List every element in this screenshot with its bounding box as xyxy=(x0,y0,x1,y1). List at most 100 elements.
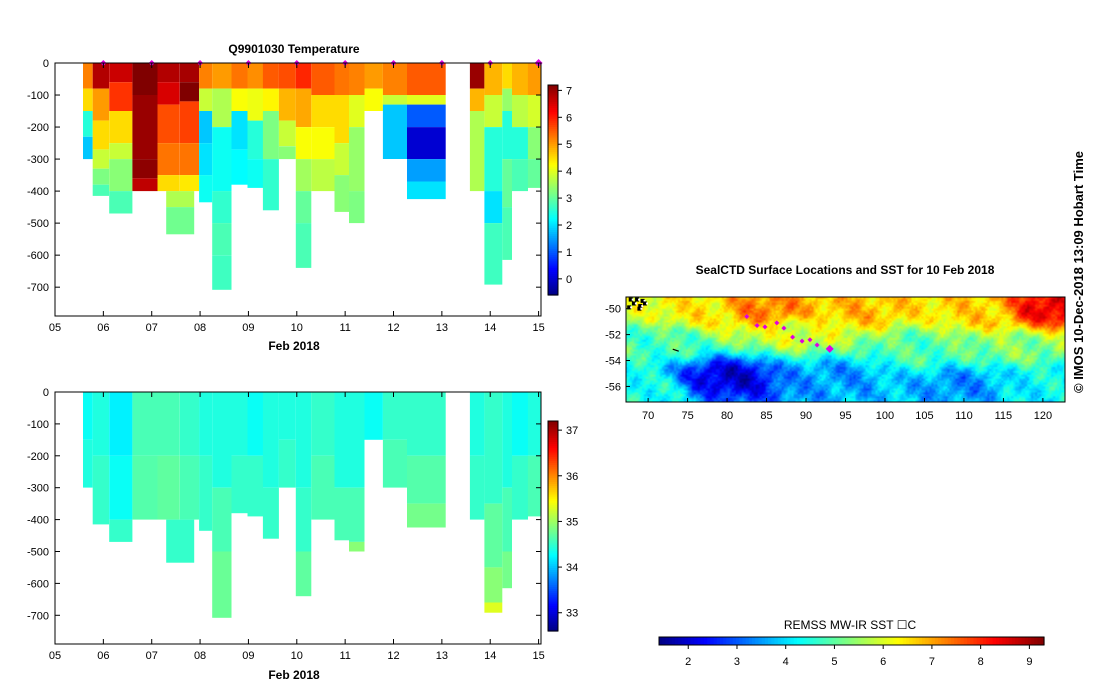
sst-colorbar-swatch xyxy=(896,637,901,645)
x-tick-label: 08 xyxy=(194,322,206,334)
y-tick-label: 0 xyxy=(43,58,49,70)
salinity-section-panel: 05 06 07 08 09 10 11 12 13 14 15 0 -100 -200 -300 -400 -… xyxy=(27,387,578,682)
colorbar-swatch xyxy=(548,95,558,99)
profile-cell xyxy=(247,159,263,188)
seal-location xyxy=(744,313,750,319)
profile-cell xyxy=(157,63,180,83)
sst-colorbar-swatch xyxy=(957,637,962,645)
colorbar-swatch xyxy=(548,597,558,601)
profile-cell xyxy=(349,63,365,95)
colorbar-swatch xyxy=(548,505,558,508)
profile-cell xyxy=(295,88,312,127)
sst-colorbar-swatch xyxy=(922,637,926,645)
profile-cell xyxy=(199,175,213,203)
sst-colorbar-swatch xyxy=(1040,637,1045,645)
sst-colorbar-swatch xyxy=(829,637,833,645)
sst-colorbar-swatch xyxy=(832,637,837,645)
colorbar-swatch xyxy=(548,469,558,472)
map-x-tick-label: 110 xyxy=(955,410,973,422)
y-tick-label: -700 xyxy=(27,610,49,622)
profile-cell xyxy=(512,127,528,160)
colorbar-swatch xyxy=(548,523,558,527)
profile-cell xyxy=(311,455,335,520)
colorbar-swatch xyxy=(548,135,558,139)
sst-colorbar-swatch xyxy=(752,637,756,645)
land-speck xyxy=(631,301,636,306)
colorbar-swatch xyxy=(548,601,558,605)
colorbar-swatch xyxy=(548,179,558,183)
colorbar-swatch xyxy=(548,162,558,166)
profile-cell xyxy=(484,95,503,127)
colorbar-swatch xyxy=(548,542,558,546)
profile-cell xyxy=(349,95,365,127)
colorbar-swatch xyxy=(548,586,558,590)
colorbar-swatch xyxy=(548,101,558,105)
colorbar-swatch xyxy=(548,158,558,162)
sst-colorbar-swatch xyxy=(668,637,673,645)
profile-cell xyxy=(109,143,133,160)
plot-frame xyxy=(54,391,542,645)
colorbar-swatch xyxy=(548,175,558,178)
colorbar-swatch xyxy=(548,166,558,170)
colorbar-swatch xyxy=(548,282,558,286)
sst-colorbar-swatch xyxy=(780,637,785,645)
sst-colorbar-swatch xyxy=(1002,637,1007,645)
profile-cell xyxy=(83,111,93,137)
sst-colorbar: 2 3 4 5 6 7 8 9 xyxy=(658,636,1045,668)
sst-colorbar-swatch xyxy=(1018,637,1023,645)
profile-cell xyxy=(407,104,446,127)
profile-cell xyxy=(407,127,446,160)
profile-cell xyxy=(231,455,248,514)
colorbar-swatch xyxy=(548,223,558,227)
profile-cell xyxy=(382,392,408,440)
sst-colorbar-swatch xyxy=(745,637,750,645)
colorbar-tick-label: 5 xyxy=(566,139,572,151)
profile-cell xyxy=(484,127,503,192)
colorbar-swatch xyxy=(548,517,558,521)
y-tick-label: -400 xyxy=(27,186,49,198)
sst-colorbar-swatch xyxy=(691,637,695,645)
temperature-section-title: Q9901030 Temperature xyxy=(228,42,360,56)
sst-colorbar-tick-label: 4 xyxy=(783,656,789,668)
colorbar-swatch xyxy=(548,202,558,206)
x-tick-label: 12 xyxy=(387,322,399,334)
profile-cell xyxy=(512,63,528,95)
colorbar-tick-label: 2 xyxy=(566,220,572,232)
profile-cell xyxy=(364,63,383,89)
colorbar-swatch xyxy=(548,122,558,126)
colorbar-swatch xyxy=(548,502,558,506)
colorbar-swatch xyxy=(548,593,558,596)
colorbar-swatch xyxy=(548,425,558,428)
sst-colorbar-frame xyxy=(658,636,1045,646)
land-speck xyxy=(635,297,640,302)
land-speck xyxy=(638,298,641,301)
salinity-plot-area xyxy=(83,392,541,618)
profile-cell xyxy=(212,255,232,290)
colorbar-swatch xyxy=(548,444,558,447)
colorbar-swatch xyxy=(548,620,558,624)
map-x-tick-label: 90 xyxy=(800,410,812,422)
x-tick-label: 06 xyxy=(97,650,109,662)
colorbar-swatch xyxy=(548,536,558,540)
colorbar-swatch xyxy=(548,110,558,113)
sst-colorbar-swatch xyxy=(665,637,670,645)
seal-location xyxy=(781,325,787,331)
profile-cell xyxy=(109,82,133,111)
imos-timestamp-note: © IMOS 10-Dec-2018 13:09 Hobart Time xyxy=(1071,151,1086,393)
colorbar-swatch xyxy=(548,473,558,477)
colorbar-swatch xyxy=(548,143,558,147)
colorbar-swatch xyxy=(548,286,558,290)
sst-colorbar-swatch xyxy=(700,637,705,645)
y-tick-label: -700 xyxy=(27,282,49,294)
colorbar-swatch xyxy=(548,154,558,157)
sst-colorbar-swatch xyxy=(723,637,727,645)
profile-cell xyxy=(92,120,110,150)
profile-cell xyxy=(212,127,232,192)
temperature-axes: 05 06 07 08 09 10 11 12 13 14 15 0 -100 -200 -300 -400 -… xyxy=(27,58,545,334)
sst-colorbar-swatch xyxy=(944,637,949,645)
sst-colorbar-label: REMSS MW-IR SST ☐C xyxy=(784,618,917,632)
seal-location xyxy=(799,338,805,344)
x-tick-label: 15 xyxy=(532,650,544,662)
sst-colorbar-swatch xyxy=(841,637,846,645)
profile-cell xyxy=(527,159,541,188)
